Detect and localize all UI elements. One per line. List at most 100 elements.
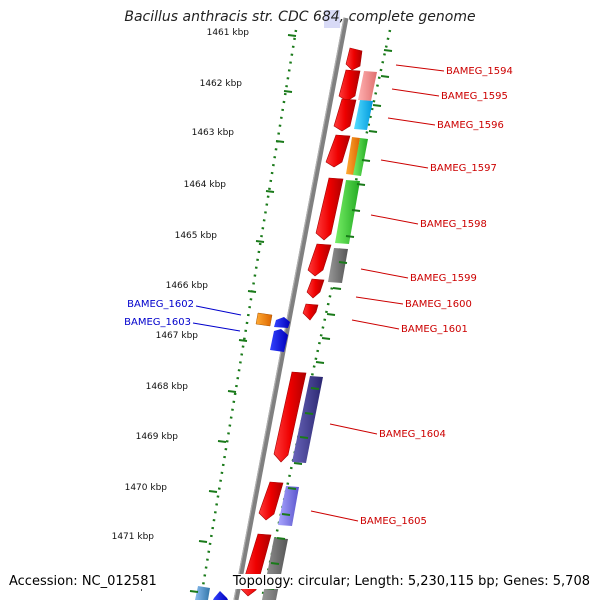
cog-feature-orange — [346, 137, 360, 175]
scale-tick — [287, 34, 297, 37]
leader-line — [360, 268, 409, 279]
outer-scale-tick — [304, 412, 314, 415]
gene-feature-bameg-1600 — [306, 278, 325, 299]
scale-tick — [198, 540, 208, 543]
cog-feature-navy — [292, 376, 323, 463]
genome-summary-text: Topology: circular; Length: 5,230,115 bp… — [232, 574, 590, 589]
outer-scale-tick — [310, 387, 320, 390]
leader-line — [391, 88, 440, 97]
outer-scale-tick — [276, 537, 286, 540]
gene-feature-bameg-1596 — [333, 98, 357, 132]
gene-feature-bameg-1599 — [307, 243, 332, 277]
gene-label[interactable]: BAMEG_1596 — [437, 120, 504, 131]
scale-tick — [189, 590, 199, 593]
cog-feature-cyan — [354, 100, 373, 130]
leader-line — [370, 214, 419, 225]
outer-scale-tick — [299, 436, 309, 439]
scale-label: 1470 kbp — [125, 483, 168, 493]
scale-tick — [275, 140, 285, 143]
gene-feature-bameg-1605 — [258, 481, 284, 521]
accession-text: Accession: NC_012581 — [9, 574, 157, 589]
gene-label[interactable]: BAMEG_1604 — [379, 429, 446, 440]
gene-feature-bameg-1604 — [273, 371, 307, 463]
outer-scale-tick — [380, 75, 390, 78]
scale-tick — [283, 90, 293, 93]
leader-line — [310, 510, 359, 522]
outer-scale-tick — [287, 487, 297, 490]
gene-labels: BAMEG_1594 BAMEG_1595 BAMEG_1596 BAMEG_1597… — [124, 66, 513, 527]
gene-feature-bameg-1594 — [345, 47, 363, 71]
gene-feature-top — [324, 10, 340, 28]
gene-label[interactable]: BAMEG_1600 — [405, 299, 472, 310]
genome-backbone — [233, 17, 349, 601]
outer-scale-tick — [332, 287, 342, 290]
gene-label[interactable]: BAMEG_1602 — [127, 299, 194, 310]
leader-line — [195, 305, 242, 316]
gene-label[interactable]: BAMEG_1598 — [420, 219, 487, 230]
leader-line — [380, 159, 429, 169]
gene-label[interactable]: BAMEG_1605 — [360, 516, 427, 527]
scale-label: 1463 kbp — [192, 128, 235, 138]
gene-feature-steel-bottom — [195, 586, 210, 600]
leader-line — [351, 319, 400, 330]
gene-label[interactable]: BAMEG_1597 — [430, 163, 497, 174]
scale-label: 1466 kbp — [166, 281, 209, 291]
gene-label[interactable]: BAMEG_1601 — [401, 324, 468, 335]
leader-line — [355, 296, 404, 305]
scale-label: 1468 kbp — [146, 382, 189, 392]
gene-label[interactable]: BAMEG_1595 — [441, 91, 508, 102]
scale-label: 1471 kbp — [112, 532, 155, 542]
scale-tick — [238, 339, 248, 342]
gene-feature-bameg-1598 — [315, 177, 344, 241]
gene-feature-bameg-1601 — [302, 303, 319, 321]
outer-scale-tick — [351, 209, 361, 212]
gene-feature-bameg-1603-a — [274, 317, 290, 328]
cog-feature-violet — [278, 486, 299, 526]
outer-scale-tick — [345, 235, 355, 238]
gene-feature-bameg-1603 — [270, 329, 288, 352]
scale-tick — [227, 390, 237, 393]
scale-tick — [217, 440, 227, 443]
leader-line — [395, 64, 445, 72]
scale-label: 1467 kbp — [156, 331, 199, 341]
gene-feature-blue-bottom — [213, 591, 228, 600]
outer-scale-tick — [315, 361, 325, 364]
scale-tick — [208, 490, 218, 493]
label-leaders — [192, 64, 445, 522]
scale-label: 1464 kbp — [184, 180, 227, 190]
scale-tick — [247, 290, 257, 293]
outer-scale-tick — [338, 261, 348, 264]
gene-feature-bameg-1602 — [255, 312, 273, 327]
gene-label[interactable]: BAMEG_1603 — [124, 317, 191, 328]
cog-feature-green — [335, 180, 360, 244]
outer-scale-tick — [361, 159, 371, 162]
outer-scale-tick — [372, 104, 382, 107]
cog-feature-pink — [358, 71, 377, 101]
gene-label[interactable]: BAMEG_1594 — [446, 66, 513, 77]
scale-tick — [265, 190, 275, 193]
scale-label: 1462 kbp — [200, 79, 243, 89]
cog-feature-gray — [328, 248, 348, 283]
outer-scale-tick — [281, 513, 291, 516]
outer-scale-tick — [356, 183, 366, 186]
outer-scale-tick — [368, 130, 378, 133]
outer-scale-tick — [270, 562, 280, 565]
gene-feature-bameg-1595 — [338, 69, 361, 102]
leader-line — [329, 423, 378, 435]
scale-tick — [255, 240, 265, 243]
gene-label[interactable]: BAMEG_1599 — [410, 273, 477, 284]
outer-scale-tick — [293, 462, 303, 465]
map-title: Bacillus anthracis str. CDC 684, complet… — [124, 9, 476, 25]
scale-ticks — [189, 34, 297, 593]
leader-line — [387, 117, 436, 126]
scale-label: 1465 kbp — [175, 231, 218, 241]
scale-label: 1461 kbp — [207, 28, 250, 38]
outer-scale-ticks — [265, 49, 393, 590]
outer-scale-tick — [383, 49, 393, 52]
cog-feature-green-small — [353, 138, 368, 176]
scale-label: 1469 kbp — [136, 432, 179, 442]
outer-scale-tick — [321, 337, 331, 340]
outer-scale-tick — [326, 313, 336, 316]
